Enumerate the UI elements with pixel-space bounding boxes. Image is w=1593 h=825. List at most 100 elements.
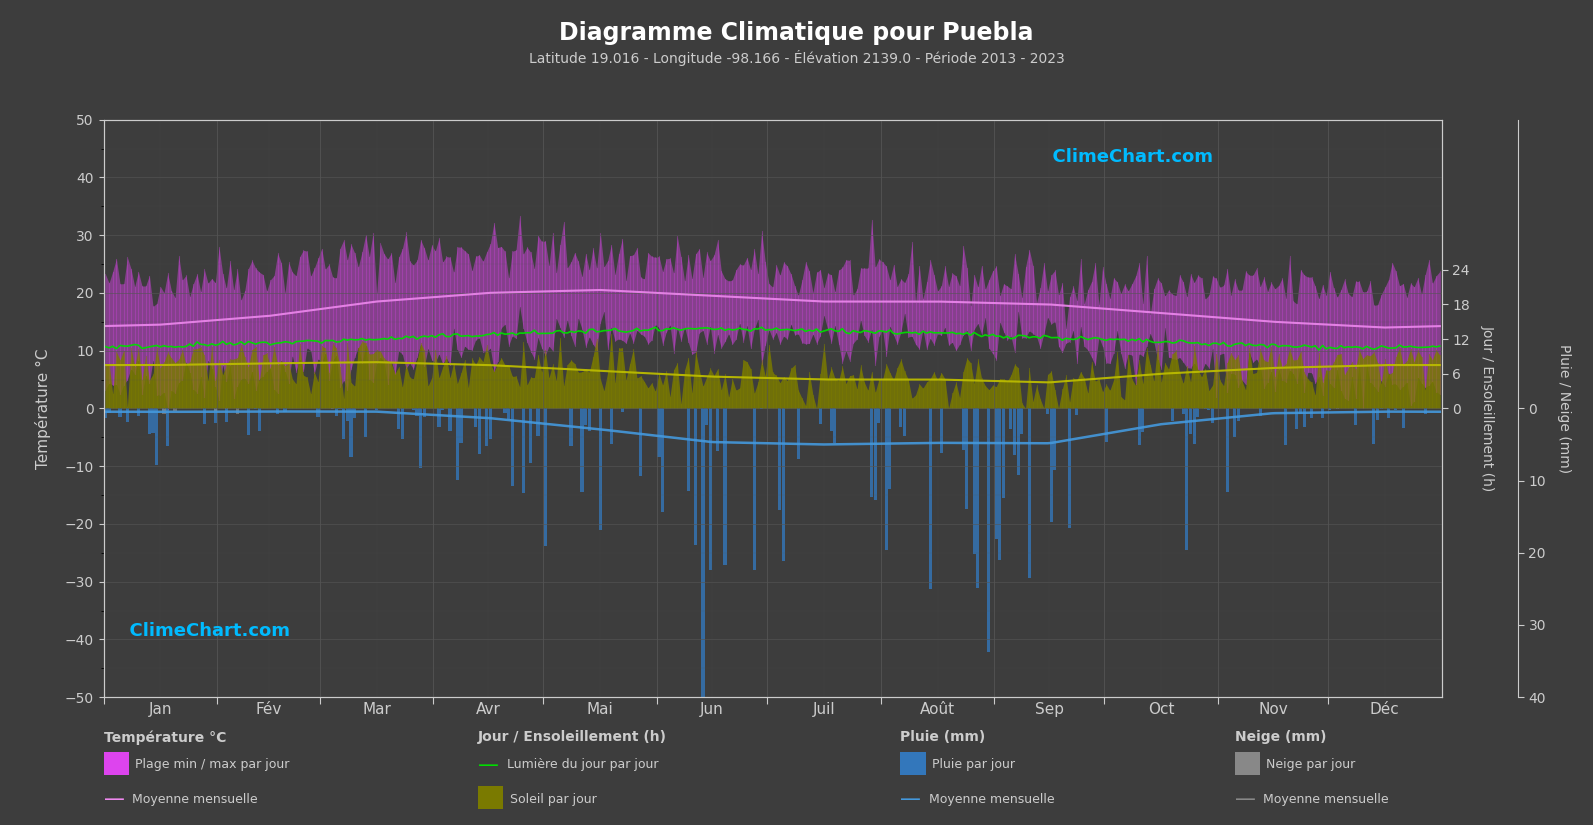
Bar [1211, 408, 1214, 422]
Bar [1196, 408, 1200, 417]
Bar [1188, 408, 1192, 434]
Bar [1021, 408, 1023, 435]
Bar [1236, 408, 1239, 421]
Bar [503, 408, 507, 413]
Text: Jour / Ensoleillement (h): Jour / Ensoleillement (h) [478, 730, 667, 744]
Bar [1016, 408, 1020, 475]
Bar [1309, 408, 1313, 417]
Y-axis label: Température °C: Température °C [35, 348, 51, 469]
Bar [537, 408, 540, 436]
Bar [456, 408, 459, 480]
Text: Pluie par jour: Pluie par jour [932, 758, 1015, 771]
Bar [1053, 408, 1056, 470]
Bar [973, 408, 977, 554]
Bar [1394, 408, 1397, 410]
Bar [1321, 408, 1324, 418]
Bar [1402, 408, 1405, 428]
Text: Plage min / max par jour: Plage min / max par jour [135, 758, 290, 771]
Bar [397, 408, 400, 429]
Bar [1002, 408, 1005, 498]
Bar [977, 408, 980, 588]
Bar [878, 408, 881, 423]
Bar [1303, 408, 1306, 427]
Bar [889, 408, 892, 488]
Bar [1193, 408, 1196, 445]
Bar [459, 408, 462, 443]
Bar [255, 408, 256, 409]
Text: Lumière du jour par jour: Lumière du jour par jour [507, 758, 658, 771]
Bar [687, 408, 690, 491]
Bar [1185, 408, 1188, 549]
Bar [162, 408, 166, 412]
Bar [374, 408, 378, 410]
Bar [166, 408, 169, 446]
Bar [610, 408, 613, 444]
Bar [107, 408, 110, 413]
Bar [1298, 408, 1301, 414]
Bar [365, 408, 368, 437]
Text: Moyenne mensuelle: Moyenne mensuelle [1263, 793, 1389, 806]
Bar [416, 408, 419, 416]
Bar [202, 408, 205, 424]
Bar [1284, 408, 1287, 445]
Text: —: — [900, 790, 921, 809]
Bar [1354, 408, 1357, 425]
Bar [760, 408, 763, 409]
Bar [753, 408, 755, 570]
Bar [1137, 408, 1141, 445]
Bar [940, 408, 943, 453]
Bar [873, 408, 876, 500]
Bar [585, 408, 588, 425]
Bar [723, 408, 726, 565]
Bar [543, 408, 546, 545]
Bar [695, 408, 698, 544]
Bar [317, 408, 320, 417]
Bar [1010, 408, 1013, 429]
Bar [1027, 408, 1031, 578]
Text: Diagramme Climatique pour Puebla: Diagramme Climatique pour Puebla [559, 21, 1034, 45]
Bar [346, 408, 349, 421]
Bar [422, 408, 425, 417]
Bar [489, 408, 492, 439]
Bar [1258, 408, 1262, 416]
Bar [155, 408, 158, 465]
Bar [1295, 408, 1298, 429]
Text: Moyenne mensuelle: Moyenne mensuelle [929, 793, 1055, 806]
Text: Moyenne mensuelle: Moyenne mensuelle [132, 793, 258, 806]
Bar [1225, 408, 1228, 493]
Bar [1335, 408, 1338, 409]
Bar [588, 408, 591, 431]
Bar [1104, 408, 1107, 441]
Bar [126, 408, 129, 422]
Bar [529, 408, 532, 463]
Bar [213, 408, 217, 422]
Bar [1388, 408, 1391, 418]
Bar [1182, 408, 1185, 414]
Bar [569, 408, 572, 446]
Bar [599, 408, 602, 530]
Bar [276, 408, 279, 414]
Bar [174, 408, 177, 411]
Bar [1067, 408, 1070, 528]
Bar [104, 408, 107, 418]
Bar [475, 408, 478, 427]
Bar [782, 408, 785, 561]
Bar [639, 408, 642, 476]
Bar [621, 408, 624, 412]
Bar [225, 408, 228, 422]
Bar [1207, 408, 1211, 410]
Bar [284, 408, 287, 412]
Text: ClimeChart.com: ClimeChart.com [116, 622, 290, 640]
Bar [988, 408, 991, 653]
Bar [449, 408, 451, 431]
Bar [419, 408, 422, 468]
Bar [965, 408, 969, 509]
Bar [1171, 408, 1174, 421]
Bar [1376, 408, 1380, 420]
Bar [213, 408, 217, 412]
Bar [162, 408, 166, 414]
Bar [401, 408, 405, 439]
Y-axis label: Pluie / Neige (mm): Pluie / Neige (mm) [1556, 344, 1571, 473]
Bar [511, 408, 515, 486]
Text: —: — [104, 790, 124, 809]
